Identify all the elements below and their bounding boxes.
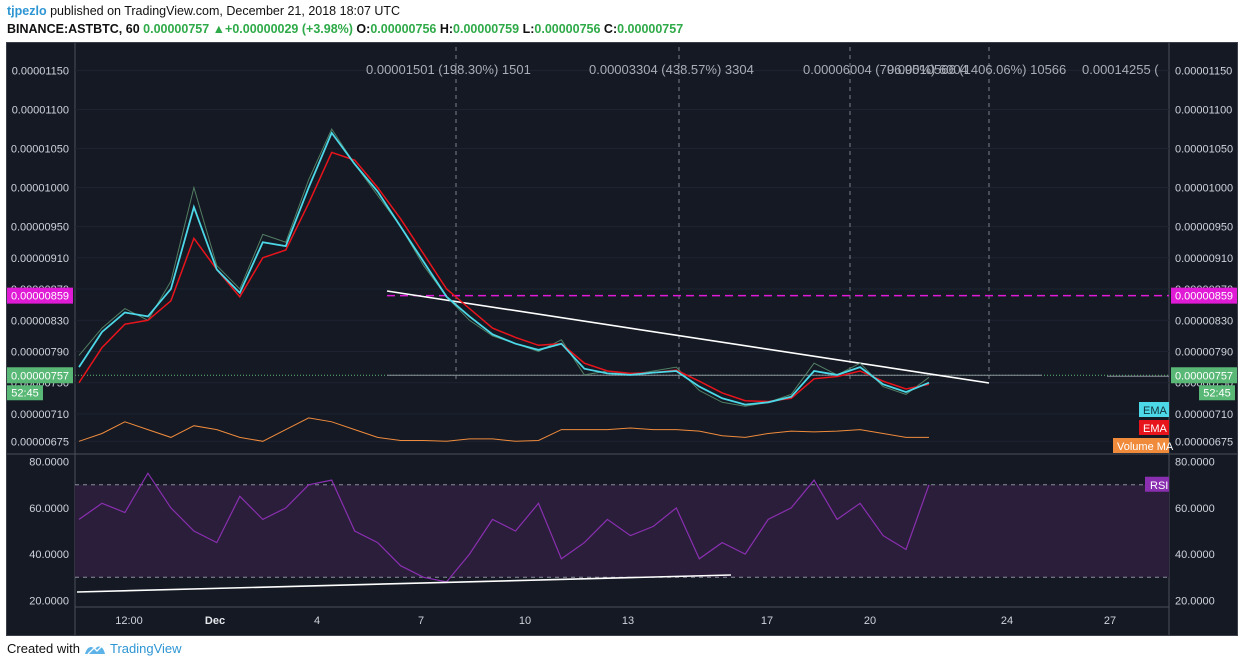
countdown-label-left: 52:45 xyxy=(11,387,39,399)
level-price-label-right: 0.00000859 xyxy=(1175,291,1233,303)
level-price-label-left: 0.00000859 xyxy=(11,291,69,303)
rsi-tick-label-right: 40.0000 xyxy=(1175,549,1215,561)
current-price-label-left: 0.00000757 xyxy=(11,370,69,382)
rsi-tick-label-left: 60.0000 xyxy=(29,503,69,515)
legend-label: EMA xyxy=(1143,423,1168,435)
open-label: O: xyxy=(356,22,371,36)
volume-ma-line[interactable] xyxy=(78,417,929,442)
time-tick-label: 20 xyxy=(864,615,876,627)
rsi-legend-tag xyxy=(1145,476,1169,492)
chart-panel[interactable]: 0.00001150 0.00001150 0.00001100 0.00001100… xyxy=(6,42,1238,636)
tradingview-logo-icon xyxy=(84,645,105,654)
tradingview-brand-link[interactable]: TradingView xyxy=(109,641,182,656)
level-price-tag-right xyxy=(1171,287,1237,304)
price-tick-label-left: 0.00000790 xyxy=(11,347,69,359)
high-value: 0.00000759 xyxy=(453,22,520,36)
countdown-label-right: 52:45 xyxy=(1203,387,1231,399)
time-tick-label: 10 xyxy=(519,615,531,627)
current-price-tag-left xyxy=(7,367,73,384)
current-price-tag-right xyxy=(1171,367,1237,384)
time-tick-label: 13 xyxy=(622,615,634,627)
price-tick-label-left: 0.00000910 xyxy=(11,253,69,265)
price-tick-label-right: 0.00000790 xyxy=(1175,347,1233,359)
price-tick-label-right: 0.00000830 xyxy=(1175,315,1233,327)
rsi-legend-label: RSI xyxy=(1150,480,1168,492)
legend-tag xyxy=(1139,402,1169,417)
price-tick-label-right: 0.00001050 xyxy=(1175,144,1233,156)
price-tick-label-left: 0.00000830 xyxy=(11,315,69,327)
time-tick-label: 27 xyxy=(1104,615,1116,627)
measurement-label: 0.00001501 (198.30%) 1501 xyxy=(366,62,531,77)
high-label: H: xyxy=(439,22,454,36)
price-pane[interactable] xyxy=(75,47,1169,453)
price-tick-label-left: 0.00001100 xyxy=(12,104,69,116)
time-tick-label: 17 xyxy=(761,615,773,627)
measurement-label: 0.00003304 (438.57%) 3304 xyxy=(589,62,754,77)
countdown-tag-right xyxy=(1199,385,1235,401)
rsi-tick-label-left: 40.0000 xyxy=(29,549,69,561)
time-tick-label: 12:00 xyxy=(115,615,143,627)
level-price-tag-left xyxy=(7,287,73,304)
rsi-tick-label-right: 60.0000 xyxy=(1175,503,1215,515)
price-tick-label-right: 0.00000675 xyxy=(1175,436,1233,448)
price-tick-label-left: 0.00000710 xyxy=(11,409,69,421)
rsi-line[interactable] xyxy=(78,472,930,583)
measurement-label: 0.00006004 (796.95%) 6004 xyxy=(803,62,968,77)
measurement-label: 0.00010566 (1406.06%) 10566 xyxy=(887,62,1066,77)
price-tick-label-left: 0.00001000 xyxy=(11,183,69,195)
price-tick-label-right: 0.00001000 xyxy=(1175,183,1233,195)
rsi-tick-label-left: 80.0000 xyxy=(29,457,69,469)
price-tick-label-left: 0.00001050 xyxy=(11,144,69,156)
rsi-band xyxy=(75,484,1169,578)
legend-label: Volume MA xyxy=(1117,441,1174,453)
current-price-label-right: 0.00000757 xyxy=(1175,370,1233,382)
price-tick-label-right: 0.00000910 xyxy=(1175,253,1233,265)
publish-info: tjpezlo published on TradingView.com, De… xyxy=(7,4,400,18)
price-tick-label-right: 0.00000710 xyxy=(1175,409,1233,421)
created-with-text: Created with xyxy=(7,641,80,656)
rsi-trendline[interactable] xyxy=(76,574,732,593)
legend-tag xyxy=(1139,420,1169,435)
ema-fast-line[interactable] xyxy=(78,131,930,406)
price-tick-label-right: 0.00000950 xyxy=(1175,222,1233,234)
time-tick-label: 24 xyxy=(1001,615,1013,627)
price-tick-label-right: 0.00001150 xyxy=(1175,65,1232,77)
rsi-tick-label-right: 80.0000 xyxy=(1175,457,1215,469)
symbol-ohlc-line: BINANCE:ASTBTC, 60 0.00000757 ▲+0.000000… xyxy=(7,22,683,36)
price-tick-label-left: 0.00000950 xyxy=(11,222,69,234)
change-arrow-icon: ▲ xyxy=(212,22,226,36)
low-label: L: xyxy=(522,22,535,36)
countdown-tag-left xyxy=(7,385,43,401)
rsi-tick-label-left: 20.0000 xyxy=(29,595,69,607)
legend-tag xyxy=(1113,438,1169,453)
change-value: +0.00000029 (+3.98%) xyxy=(225,22,353,36)
time-tick-label: Dec xyxy=(205,615,225,627)
author-name[interactable]: tjpezlo xyxy=(7,4,47,18)
rsi-tick-label-right: 20.0000 xyxy=(1175,595,1215,607)
time-tick-label: 7 xyxy=(418,615,424,627)
legend-label: EMA xyxy=(1143,405,1168,417)
chart-canvas[interactable]: 0.00001150 0.00001150 0.00001100 0.00001100… xyxy=(7,43,1237,635)
footer: Created with TradingView xyxy=(7,641,182,656)
price-tick-label-left: 0.00001150 xyxy=(12,65,69,77)
close-label: C: xyxy=(603,22,618,36)
published-text: published on TradingView.com, December 2… xyxy=(50,4,401,18)
open-value: 0.00000756 xyxy=(370,22,437,36)
descending-trendline[interactable] xyxy=(386,290,990,384)
price-tick-label-right: 0.00001100 xyxy=(1175,104,1232,116)
last-price: 0.00000757 xyxy=(143,22,210,36)
close-value: 0.00000757 xyxy=(617,22,684,36)
symbol-label: BINANCE:ASTBTC, 60 xyxy=(7,22,140,36)
low-value: 0.00000756 xyxy=(534,22,601,36)
time-tick-label: 4 xyxy=(314,615,320,627)
measurement-label: 0.00014255 ( xyxy=(1082,62,1159,77)
price-tick-label-left: 0.00000675 xyxy=(11,436,69,448)
